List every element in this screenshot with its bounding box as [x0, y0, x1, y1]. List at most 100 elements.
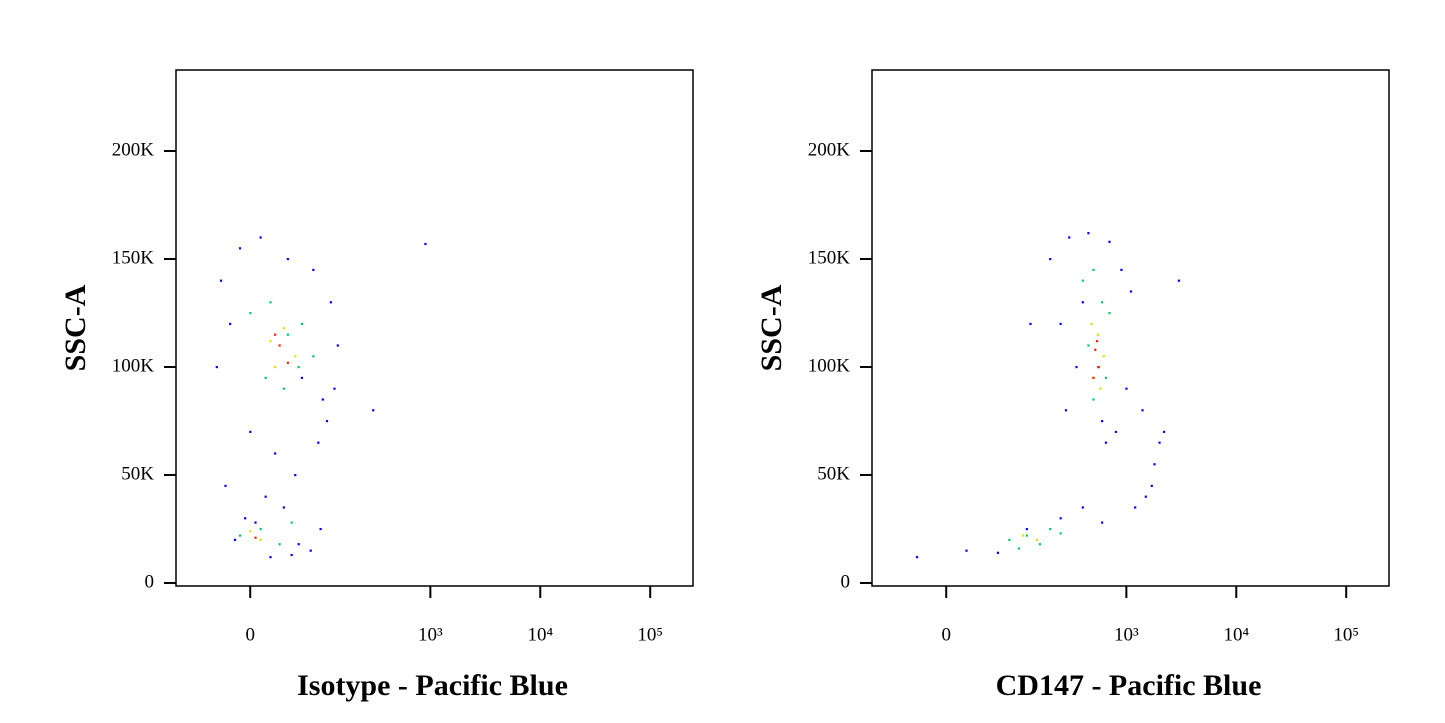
x-tick-label: 10⁵: [637, 624, 663, 645]
dot: [329, 301, 332, 304]
dot: [312, 268, 315, 271]
dot: [294, 473, 297, 477]
dot: [286, 333, 289, 336]
dot: [424, 242, 427, 246]
dot: [1101, 301, 1104, 304]
dot: [1087, 344, 1090, 347]
y-axis-label: SSC-A: [755, 284, 788, 371]
dot: [1141, 409, 1144, 412]
dot: [1087, 232, 1090, 235]
dot: [333, 387, 336, 390]
dot: [1153, 463, 1156, 466]
dot: [282, 327, 285, 330]
dot: [297, 543, 300, 546]
dot: [282, 506, 285, 509]
x-tick-label: 0: [245, 624, 255, 645]
dot: [1049, 527, 1052, 531]
dot: [224, 484, 227, 487]
dot: [336, 344, 339, 347]
plot-frame: [175, 69, 694, 587]
dot: [1059, 322, 1062, 325]
dot: [996, 551, 1000, 554]
dot: [1090, 322, 1093, 325]
dot: [282, 387, 285, 390]
dot: [321, 398, 324, 401]
dot: [254, 521, 257, 524]
dot: [269, 340, 272, 343]
dot: [1102, 355, 1105, 358]
dot: [297, 365, 300, 369]
x-tick-label: 10⁴: [1223, 624, 1249, 645]
x-axis-label: Isotype - Pacific Blue: [297, 669, 568, 702]
dot: [274, 365, 277, 369]
dot: [1162, 430, 1166, 433]
dot: [1158, 441, 1161, 444]
dot: [244, 517, 247, 520]
dot: [1064, 409, 1068, 412]
dot: [1081, 506, 1084, 509]
dot: [965, 549, 968, 552]
dot: [286, 361, 289, 364]
y-tick-label: 0: [841, 571, 851, 592]
dot: [300, 322, 304, 325]
dot: [238, 534, 242, 537]
dot: [290, 553, 293, 557]
dot: [259, 538, 262, 541]
dot: [1104, 376, 1108, 379]
y-tick-label: 200K: [112, 139, 155, 160]
dot: [1092, 398, 1095, 401]
dot: [309, 549, 312, 552]
dot: [1101, 419, 1104, 423]
y-tick-label: 0: [145, 571, 155, 592]
dot: [915, 556, 919, 559]
dot: [294, 355, 297, 358]
dot: [215, 365, 218, 369]
dot: [1101, 521, 1104, 524]
dot: [259, 527, 262, 531]
y-tick-label: 200K: [808, 139, 851, 160]
dot: [1177, 279, 1180, 282]
dot: [325, 419, 329, 423]
dot: [269, 301, 272, 304]
dot: [1075, 365, 1078, 369]
dot: [300, 376, 304, 379]
dot: [278, 543, 281, 546]
dot: [278, 344, 281, 347]
dot: [1029, 322, 1032, 325]
dot: [1096, 333, 1100, 336]
dot: [1081, 301, 1084, 304]
dot: [290, 521, 293, 524]
dot: [238, 247, 242, 250]
dot: [1068, 236, 1071, 239]
y-tick-label: 50K: [121, 463, 154, 484]
dot: [274, 333, 277, 336]
dot: [1025, 527, 1028, 531]
dot: [229, 322, 232, 325]
dot: [1108, 240, 1111, 243]
dot: [1008, 538, 1011, 541]
dot: [1150, 484, 1153, 487]
dot: [1129, 290, 1133, 293]
dot: [1097, 365, 1100, 369]
x-tick-label: 10³: [1114, 624, 1139, 645]
x-axis-label: CD147 - Pacific Blue: [996, 669, 1262, 702]
dot: [1144, 495, 1147, 498]
dot: [1049, 257, 1052, 261]
x-tick-label: 10³: [418, 624, 443, 645]
y-tick-label: 50K: [817, 463, 850, 484]
x-tick-label: 10⁴: [527, 624, 553, 645]
y-axis-label: SSC-A: [59, 284, 92, 371]
dot: [1104, 441, 1108, 444]
dot: [317, 441, 320, 444]
dot: [264, 376, 267, 379]
dot: [269, 556, 272, 559]
dot: [1021, 534, 1025, 537]
dot: [219, 279, 223, 282]
dot: [249, 430, 252, 433]
dot: [1081, 279, 1084, 282]
dot: [1035, 538, 1039, 541]
y-tick-label: 150K: [112, 247, 155, 268]
dot: [1099, 387, 1102, 390]
